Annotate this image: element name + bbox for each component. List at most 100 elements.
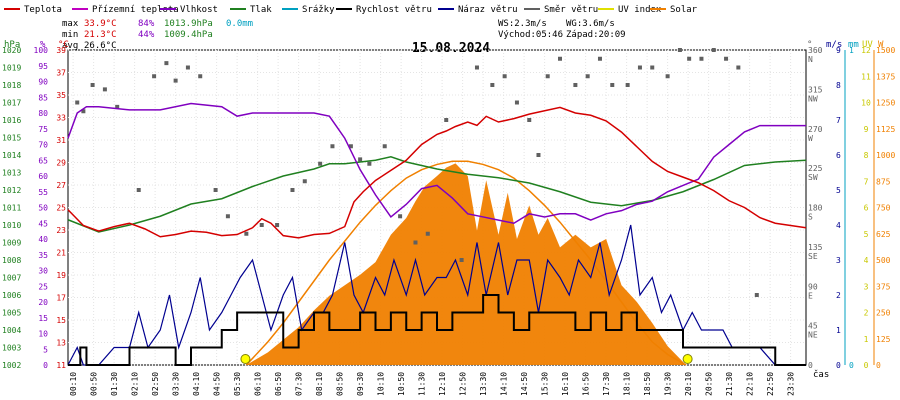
tick-wind-ms: 3	[836, 256, 841, 265]
direction-point	[102, 87, 107, 92]
tick-temperature: 37	[56, 69, 66, 78]
axis-unit-w: W	[878, 40, 884, 50]
tick-time: 21:30	[725, 372, 734, 396]
direction-point	[610, 83, 615, 87]
direction-point	[514, 100, 519, 105]
tick-pressure: 1016	[2, 116, 21, 125]
series-temperature	[67, 106, 807, 239]
tick-direction-deg: 90	[808, 282, 818, 291]
tick-time: 12:50	[459, 372, 468, 396]
tick-humidity: 5	[43, 345, 48, 354]
tick-direction-deg: 360	[808, 46, 823, 55]
tick-temperature: 27	[56, 181, 66, 190]
chart-title: 15.08.2024	[412, 41, 490, 56]
tick-pressure: 1010	[2, 221, 21, 230]
tick-time: 05:30	[233, 372, 242, 396]
direction-point	[736, 65, 741, 70]
tick-solar-w: 250	[876, 309, 891, 318]
tick-solar-w: 1375	[876, 72, 895, 81]
direction-point	[90, 83, 95, 87]
direction-point	[259, 223, 264, 227]
direction-point	[185, 65, 190, 70]
legend-label: Rychlost větru	[356, 5, 432, 15]
tick-humidity: 65	[38, 156, 48, 165]
stat-min-press: 1009.4hPa	[164, 30, 213, 40]
tick-temperature: 11	[56, 361, 66, 370]
direction-point	[358, 157, 363, 162]
direction-point	[597, 56, 602, 61]
stats-block: max 33.9°C 84% 1013.9hPa 0.0mm min 21.3°…	[62, 19, 626, 51]
axis-labels: hPa % °C ° m/s mm UV W čas	[4, 40, 884, 380]
tick-time: 16:10	[561, 372, 570, 396]
stat-max-hum: 84%	[138, 19, 155, 29]
stat-max-label: max	[62, 19, 79, 29]
tick-wind-ms: 8	[836, 81, 841, 90]
sunset-marker	[682, 354, 693, 364]
tick-humidity: 35	[38, 251, 48, 260]
tick-time: 20:10	[684, 372, 693, 396]
tick-solar-w: 375	[876, 282, 891, 291]
tick-uv: 11	[861, 72, 871, 81]
tick-solar-w: 625	[876, 230, 891, 239]
series-pressure	[67, 155, 807, 233]
tick-pressure: 1019	[2, 64, 21, 73]
direction-point	[290, 188, 295, 192]
tick-direction-name: NW	[808, 94, 818, 103]
direction-point	[558, 56, 562, 61]
tick-solar-w: 1250	[876, 99, 895, 108]
tick-pressure: 1015	[2, 134, 21, 143]
tick-pressure: 1020	[2, 46, 21, 55]
tick-uv: 7	[864, 177, 869, 186]
tick-humidity: 60	[38, 172, 48, 181]
axis-unit-hpa: hPa	[4, 40, 20, 50]
legend-label: UV index	[618, 5, 662, 15]
direction-point	[699, 56, 704, 61]
direction-point	[275, 223, 280, 227]
tick-temperature: 39	[56, 46, 66, 55]
tick-direction-name: NE	[808, 331, 818, 340]
tick-time: 06:10	[254, 372, 263, 396]
direction-point	[474, 65, 479, 70]
direction-point	[413, 240, 418, 245]
stat-min-hum: 44%	[138, 30, 155, 40]
tick-humidity: 75	[38, 125, 48, 134]
tick-direction-name: N	[808, 55, 813, 64]
tick-humidity: 0	[43, 361, 48, 370]
tick-temperature: 21	[56, 249, 66, 258]
stat-max-press: 1013.9hPa	[164, 19, 213, 29]
axis-unit-mm: mm	[848, 40, 859, 50]
axis-unit-uv: UV	[862, 40, 873, 50]
direction-point	[444, 118, 449, 122]
tick-wind-ms: 5	[836, 186, 841, 195]
stat-max-rain: 0.0mm	[226, 19, 253, 29]
axis-unit-time: čas	[813, 369, 829, 380]
direction-point	[152, 74, 157, 79]
direction-point	[527, 118, 532, 122]
tick-pressure: 1008	[2, 256, 21, 265]
tick-temperature: 29	[56, 159, 66, 168]
tick-pressure: 1013	[2, 169, 21, 178]
tick-time: 12:10	[438, 372, 447, 396]
tick-wind-ms: 7	[836, 116, 841, 125]
legend-label: Vlhkost	[180, 5, 218, 15]
direction-point	[425, 231, 430, 236]
tick-uv: 8	[864, 151, 869, 160]
axis-unit-temp: °C	[58, 40, 69, 50]
tick-time: 19:30	[664, 372, 673, 396]
direction-point	[302, 179, 307, 184]
tick-solar-w: 1125	[876, 125, 895, 134]
stat-min-temp: 21.3°C	[84, 30, 117, 40]
tick-direction-name: W	[808, 134, 813, 143]
legend-label: Přízemní teplota	[92, 5, 179, 15]
direction-point	[115, 104, 120, 109]
tick-pressure: 1003	[2, 344, 21, 353]
stat-max-temp: 33.9°C	[84, 19, 117, 29]
tick-uv: 10	[861, 99, 871, 108]
tick-time: 02:50	[151, 372, 160, 396]
axis-unit-pct: %	[40, 40, 46, 50]
tick-direction-name: SE	[808, 252, 818, 261]
direction-point	[687, 56, 692, 61]
tick-time: 04:50	[213, 372, 222, 396]
axis-unit-ms: m/s	[826, 40, 842, 50]
